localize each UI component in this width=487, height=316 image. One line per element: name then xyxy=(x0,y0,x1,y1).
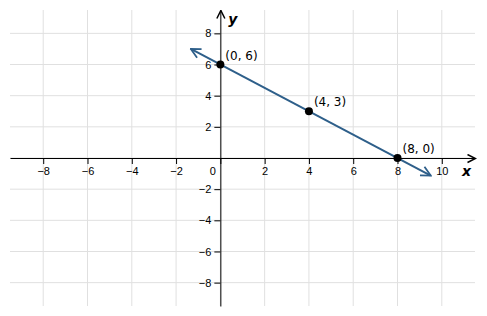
grid-line-y xyxy=(10,220,475,221)
x-tick-label: 0 xyxy=(210,165,216,177)
x-axis: −8 −6 −4 −2 0 2 4 6 8 10 xyxy=(11,158,476,177)
grid-line-y xyxy=(10,126,475,127)
x-tick-mark xyxy=(442,158,443,164)
x-tick-label: −2 xyxy=(170,165,183,177)
x-tick: −2 xyxy=(170,158,183,177)
x-tick-mark xyxy=(309,158,310,164)
x-tick: 2 xyxy=(262,158,268,177)
y-tick-mark xyxy=(214,33,220,34)
x-axis-line xyxy=(11,158,476,159)
grid-line-y xyxy=(10,64,475,65)
y-tick-label: −2 xyxy=(199,183,212,195)
chart: −8−6−4−20246810−8−6−4−22468(0, 6)(4, 3)(… xyxy=(0,0,487,316)
x-tick-mark xyxy=(132,158,133,164)
y-tick-mark xyxy=(214,96,220,97)
y-tick-label: −8 xyxy=(199,277,212,289)
grid xyxy=(10,10,475,306)
plot-area xyxy=(191,49,431,176)
data-labels: (0, 6) (4, 3) (8, 0) xyxy=(225,49,434,156)
x-tick-label: −4 xyxy=(126,165,139,177)
grid-line-y xyxy=(10,251,475,252)
x-tick-label: 6 xyxy=(351,165,357,177)
x-tick-label: −6 xyxy=(82,165,95,177)
x-tick-label: −8 xyxy=(37,165,50,177)
y-tick-mark xyxy=(214,189,220,190)
y-tick-label: 4 xyxy=(205,90,211,102)
x-tick-label: 2 xyxy=(262,165,268,177)
point xyxy=(216,61,224,69)
y-tick: −4 xyxy=(199,214,221,226)
grid-line-y xyxy=(10,33,475,34)
x-tick-mark xyxy=(265,158,266,164)
x-axis-title: x xyxy=(461,163,472,179)
x-tick-mark xyxy=(88,158,89,164)
x-tick: −6 xyxy=(82,158,95,177)
grid-line-y xyxy=(10,95,475,96)
y-tick-label: 2 xyxy=(205,121,211,133)
x-tick: 10 xyxy=(436,158,448,177)
y-tick-mark xyxy=(214,127,220,128)
x-tick-mark xyxy=(176,158,177,164)
y-tick-mark xyxy=(214,251,220,252)
y-tick: −8 xyxy=(199,277,221,289)
y-tick-mark xyxy=(214,283,220,284)
y-tick xyxy=(214,158,220,159)
point-label: (0, 6) xyxy=(225,49,257,63)
y-axis-title: y xyxy=(228,11,238,27)
x-tick-label: 4 xyxy=(306,165,312,177)
y-tick: 2 xyxy=(205,121,220,133)
y-tick: −6 xyxy=(199,245,221,257)
grid-line-y xyxy=(10,189,475,190)
x-tick-label: 8 xyxy=(395,165,401,177)
x-tick-mark xyxy=(43,158,44,164)
x-tick-label: 10 xyxy=(436,165,448,177)
y-tick: −2 xyxy=(199,183,221,195)
point xyxy=(394,154,402,162)
x-tick-mark xyxy=(353,158,354,164)
x-tick: −4 xyxy=(126,158,139,177)
y-tick-mark xyxy=(214,158,220,159)
y-axis-line xyxy=(220,11,221,307)
point-label: (8, 0) xyxy=(403,142,435,156)
x-tick: −8 xyxy=(37,158,50,177)
x-tick: 0 xyxy=(210,158,221,177)
y-tick-mark xyxy=(214,220,220,221)
y-tick-label: −4 xyxy=(199,214,212,226)
y-tick-label: 8 xyxy=(205,27,211,39)
chart-container: −8−6−4−20246810−8−6−4−22468(0, 6)(4, 3)(… xyxy=(0,0,487,316)
point-label: (4, 3) xyxy=(314,95,346,109)
x-tick: 6 xyxy=(351,158,357,177)
y-tick: 4 xyxy=(205,90,220,102)
grid-line-y xyxy=(10,282,475,283)
x-tick: 4 xyxy=(306,158,312,177)
y-tick: 8 xyxy=(205,27,220,39)
y-tick-label: −6 xyxy=(199,245,212,257)
point xyxy=(305,107,313,115)
grid-line-y xyxy=(10,158,475,159)
line xyxy=(191,49,431,176)
